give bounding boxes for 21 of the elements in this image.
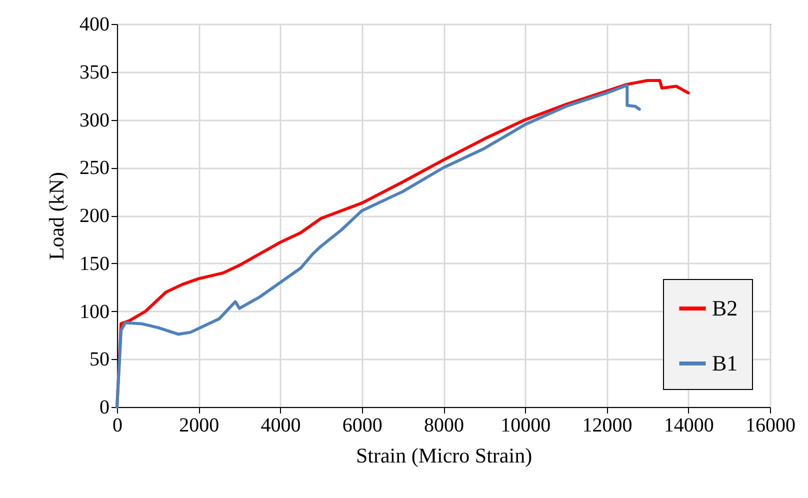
x-tick-label: 14000 [664, 414, 714, 436]
y-tick-label: 300 [80, 109, 110, 132]
y-tick-label: 50 [90, 348, 110, 371]
y-tick-label: 350 [80, 61, 110, 84]
legend-label: B1 [712, 350, 738, 376]
legend-label: B2 [712, 296, 738, 320]
y-tick-label: 150 [80, 252, 110, 275]
x-tick-label: 6000 [342, 414, 382, 436]
y-axis-title: Load (kN) [44, 172, 68, 260]
x-tick-label: 16000 [746, 414, 796, 436]
x-tick-label: 2000 [179, 414, 220, 436]
y-tick-label: 100 [80, 300, 110, 323]
x-axis-title: Strain (Micro Strain) [356, 444, 532, 468]
x-tick-label: 8000 [424, 414, 464, 436]
y-tick-label: 0 [100, 396, 110, 418]
x-tick-label: 10000 [500, 414, 551, 436]
y-tick-label: 250 [80, 157, 110, 180]
x-tick-label: 12000 [582, 414, 632, 436]
x-tick-label: 4000 [260, 414, 301, 436]
y-tick-label: 200 [80, 205, 110, 227]
y-tick-label: 400 [80, 14, 110, 36]
